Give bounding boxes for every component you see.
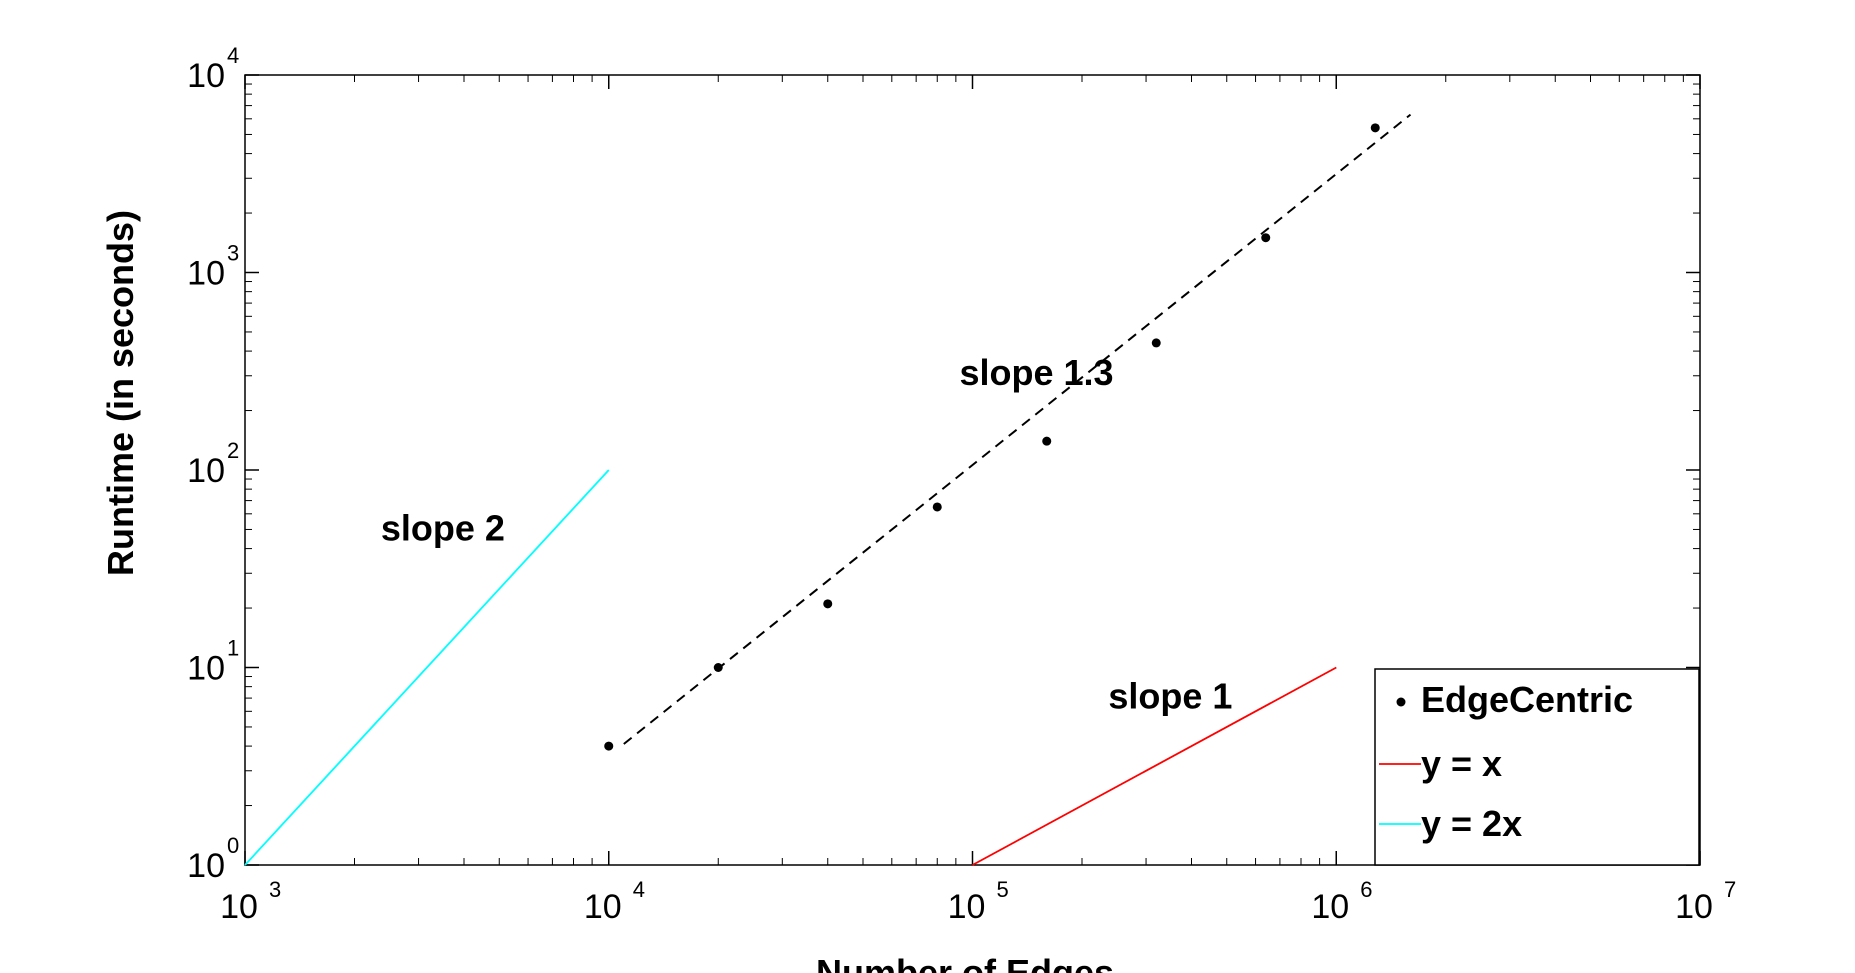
data-point [1261,233,1271,243]
x-tick-label: 10 [1311,888,1349,926]
legend-label: y = 2x [1421,803,1522,844]
data-point [1042,436,1052,446]
data-point [1151,338,1161,348]
y-tick-label: 10 [187,847,225,885]
legend: EdgeCentric y = x y = 2x [1374,668,1700,866]
x-tick-exponent: 7 [1724,877,1736,902]
y-tick-label: 10 [187,650,225,688]
y-tick-label: 10 [187,452,225,490]
legend-label: y = x [1421,743,1502,784]
y-tick-exponent: 4 [227,43,239,68]
x-tick-label: 10 [948,888,986,926]
annotation-layer: slope 1.3 slope 2 slope 1 [381,352,1233,717]
legend-marker [1396,697,1406,707]
legend-box [1374,668,1700,866]
legend-label: EdgeCentric [1421,679,1633,720]
x-tick-exponent: 5 [997,877,1009,902]
legend-entries: EdgeCentric y = x y = 2x [1379,679,1633,844]
slope-annotation: slope 1.3 [960,352,1114,393]
series-line [244,469,610,866]
y-tick-exponent: 2 [227,438,239,463]
x-axis-title: Number of Edges [816,952,1114,973]
x-tick-labels: 10 3 10 4 10 5 10 6 10 7 [220,877,1736,926]
data-point [1370,123,1380,133]
y-tick-exponent: 1 [227,636,239,661]
data-point [823,599,833,609]
y-tick-label: 10 [187,255,225,293]
series-line [972,666,1337,866]
x-tick-label: 10 [220,888,258,926]
data-point [932,502,942,512]
y-tick-exponent: 0 [227,833,239,858]
x-tick-label: 10 [584,888,622,926]
y-tick-exponent: 3 [227,241,239,266]
y-tick-label: 10 [187,57,225,95]
fit-line [623,113,1412,745]
x-tick-label: 10 [1675,888,1713,926]
slope-annotation: slope 2 [381,507,505,548]
x-tick-exponent: 3 [269,877,281,902]
slope-annotation: slope 1 [1108,676,1232,717]
series-layer [244,113,1412,866]
x-tick-exponent: 4 [633,877,645,902]
y-axis-title: Runtime (in seconds) [100,210,141,576]
x-tick-exponent: 6 [1360,877,1372,902]
data-point [604,741,614,751]
